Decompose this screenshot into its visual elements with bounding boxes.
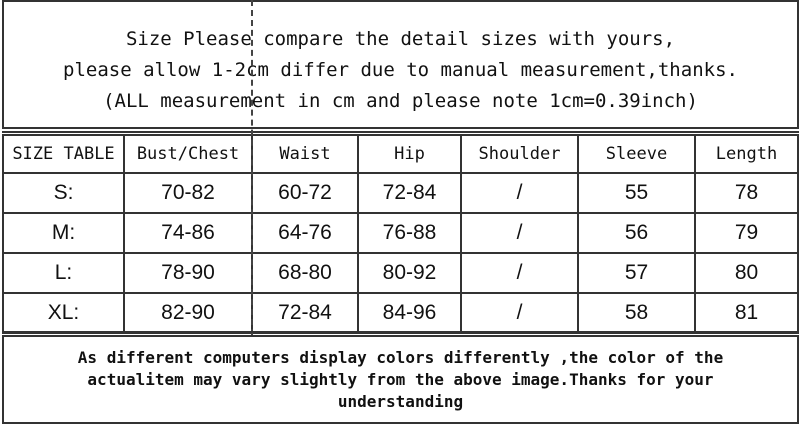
- cell: M:: [2, 212, 125, 254]
- column-header: Shoulder: [460, 134, 579, 174]
- cell: /: [460, 292, 579, 334]
- table-row: M: 74-86 64-76 76-88/56 79: [2, 212, 799, 254]
- column-header: Length: [694, 134, 799, 174]
- column-header: SIZE TABLE: [2, 134, 125, 174]
- cell: 58: [577, 292, 696, 334]
- table-row: S: 70-82 60-72 72-84/55 78: [2, 172, 799, 214]
- cell: S:: [2, 172, 125, 214]
- cell: 74-86: [123, 212, 253, 254]
- cell: 55: [577, 172, 696, 214]
- cell: 80: [694, 252, 799, 294]
- column-header: Sleeve: [577, 134, 696, 174]
- divider: [2, 331, 799, 333]
- cell: L:: [2, 252, 125, 294]
- color-note-line: understanding: [337, 392, 464, 411]
- cell: 70-82: [123, 172, 253, 214]
- cell: /: [460, 252, 579, 294]
- cell: 76-88: [357, 212, 462, 254]
- size-note-line: Size Please compare the detail sizes wit…: [125, 28, 676, 50]
- cell: 79: [694, 212, 799, 254]
- cell: 81: [694, 292, 799, 334]
- cell: 82-90: [123, 292, 253, 334]
- cell: 80-92: [357, 252, 462, 294]
- column-header: Waist: [251, 134, 359, 174]
- color-note-line: actualitem may vary slightly from the ab…: [87, 370, 714, 389]
- table-row: XL: 82-90 72-84 84-96/58 81: [2, 292, 799, 334]
- divider: [2, 131, 799, 133]
- column-header: Bust/Chest: [123, 134, 253, 174]
- size-table: SIZE TABLE Bust/Chest Waist Hip Shoulder…: [2, 134, 799, 334]
- size-note-box: Size Please compare the detail sizes wit…: [2, 0, 799, 129]
- cell: 72-84: [251, 292, 359, 334]
- cell: /: [460, 172, 579, 214]
- cell: 57: [577, 252, 696, 294]
- color-note-line: As different computers display colors di…: [77, 348, 724, 367]
- table-header-row: SIZE TABLE Bust/Chest Waist Hip Shoulder…: [2, 134, 799, 174]
- cell: /: [460, 212, 579, 254]
- size-note-line: (ALL measurement in cm and please note 1…: [103, 90, 698, 112]
- column-header: Hip: [357, 134, 462, 174]
- table-row: L: 78-90 68-80 80-92/57 80: [2, 252, 799, 294]
- cell: 78-90: [123, 252, 253, 294]
- cell: 68-80: [251, 252, 359, 294]
- cell: 72-84: [357, 172, 462, 214]
- cell: 64-76: [251, 212, 359, 254]
- cell: 84-96: [357, 292, 462, 334]
- dashed-guide-line: [251, 0, 253, 335]
- cell: 78: [694, 172, 799, 214]
- size-note-line: please allow 1-2cm differ due to manual …: [63, 59, 738, 81]
- cell: 56: [577, 212, 696, 254]
- cell: XL:: [2, 292, 125, 334]
- cell: 60-72: [251, 172, 359, 214]
- color-note-box: As different computers display colors di…: [2, 335, 799, 424]
